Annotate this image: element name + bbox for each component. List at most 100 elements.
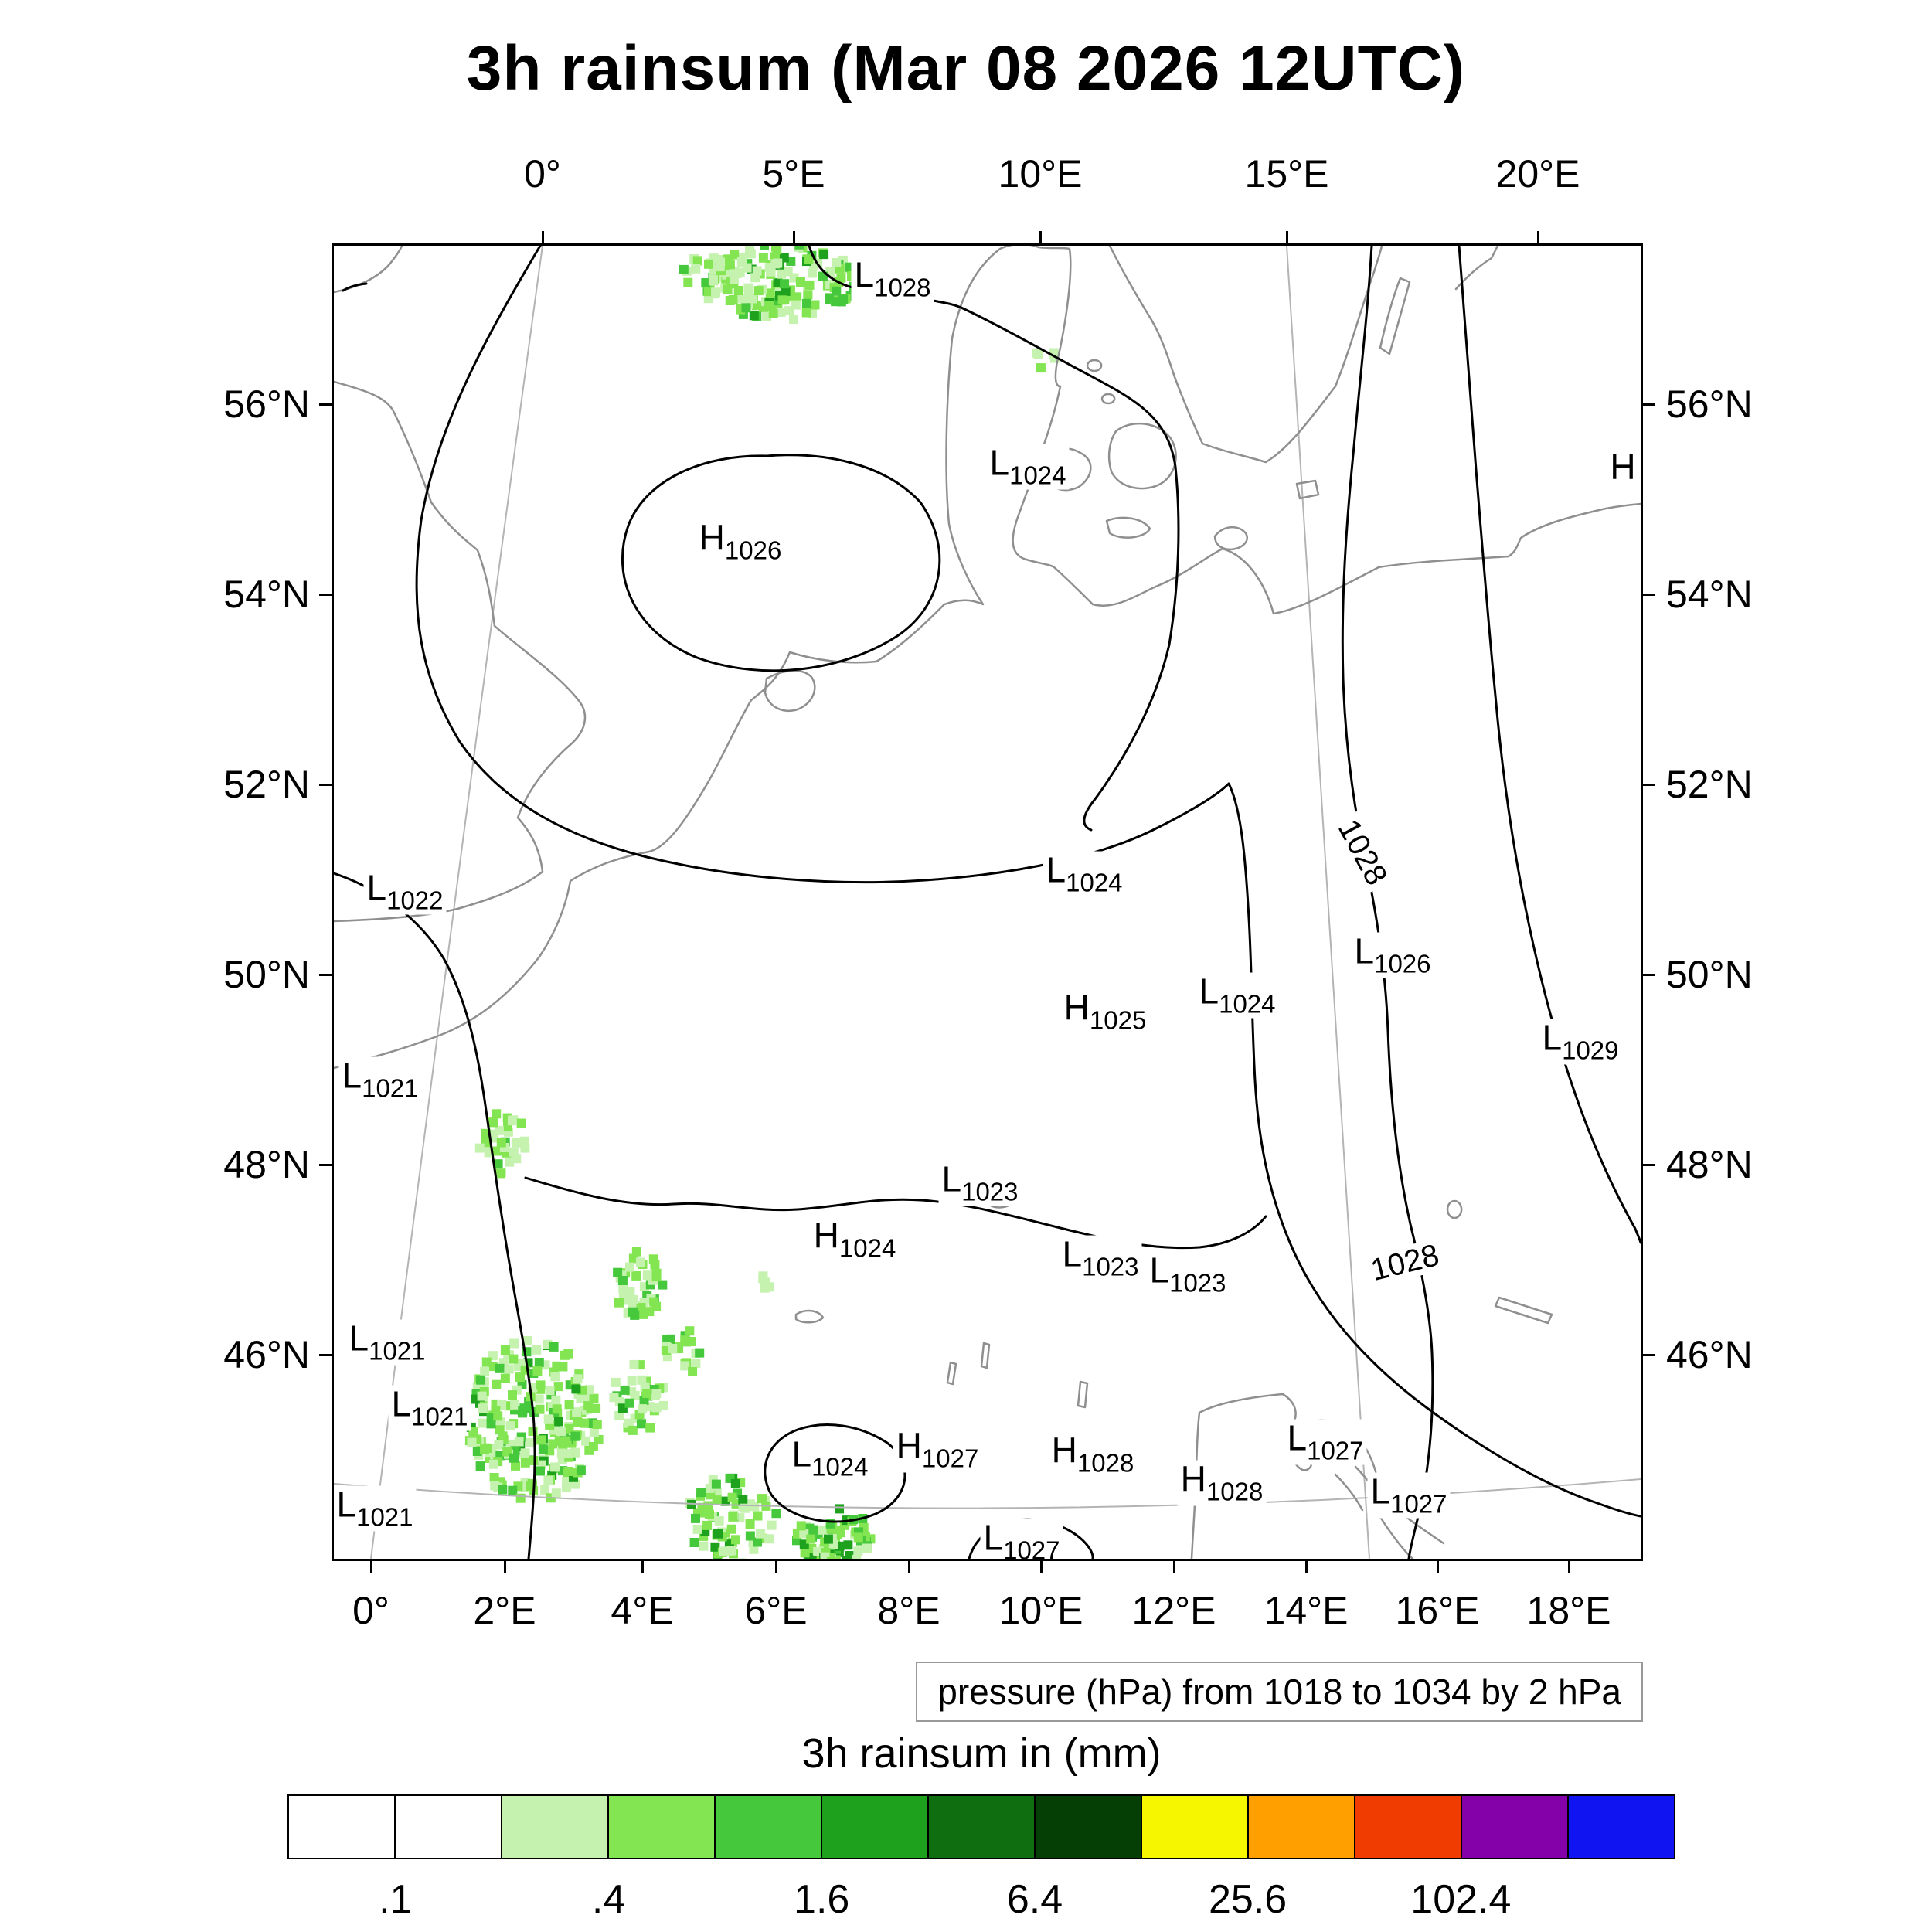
rain-cell [628, 1425, 638, 1435]
rain-cell [490, 1481, 500, 1491]
rain-cell [534, 1394, 544, 1404]
pressure-value: 1021 [411, 1402, 468, 1431]
rain-cell [756, 1529, 765, 1539]
pressure-value: 1028 [874, 273, 931, 302]
pressure-letter: H [813, 1215, 839, 1256]
pressure-letter: H [896, 1425, 922, 1466]
rain-cell [741, 303, 751, 313]
rain-cell [789, 315, 798, 325]
rain-cell [764, 1534, 774, 1544]
pressure-letter: H [1051, 1430, 1077, 1471]
rain-cell [801, 308, 811, 318]
colorbar-segment [502, 1796, 609, 1858]
rain-cell [692, 1524, 702, 1534]
rain-cell [570, 1431, 580, 1441]
rain-cell [862, 1543, 872, 1553]
rain-cell [771, 1509, 781, 1519]
rain-cell [495, 1363, 505, 1373]
rain-cell [467, 1437, 477, 1447]
rain-cell [586, 1403, 596, 1413]
top-axis-tick [792, 231, 795, 243]
rain-cell [853, 1532, 863, 1543]
rain-cell [496, 1138, 506, 1148]
rain-cell [749, 311, 759, 321]
rain-cell [550, 1372, 560, 1382]
rain-cell [476, 1375, 486, 1385]
pressure-contour-southwest [334, 872, 536, 1559]
rain-cell [826, 1556, 836, 1559]
right-axis-tick [1643, 783, 1655, 786]
rain-cell [683, 277, 693, 287]
pressure-letter: H [1063, 987, 1090, 1028]
rain-cell [594, 1434, 604, 1444]
rain-cell [680, 1335, 690, 1345]
rain-cell [737, 1558, 747, 1559]
rain-cell [794, 246, 804, 250]
pressure-value: 1025 [1089, 1005, 1147, 1035]
pressure-letter: L [366, 867, 387, 908]
top-axis-label: 15°E [1244, 152, 1329, 196]
rain-cell [807, 1555, 817, 1559]
pressure-value: 1023 [1082, 1252, 1139, 1281]
high-pressure-label: H1028 [1177, 1460, 1267, 1506]
rain-cell [560, 1350, 570, 1360]
rain-cell [832, 258, 842, 267]
rain-cell [685, 1326, 695, 1336]
rain-cell [545, 1386, 555, 1396]
rain-cell [817, 1525, 827, 1535]
right-axis-tick [1643, 593, 1655, 596]
low-pressure-label: L1028 [851, 256, 934, 302]
rain-cell [649, 1297, 659, 1307]
low-pressure-label: L1024 [788, 1435, 872, 1481]
rain-cell [658, 1280, 668, 1290]
colorbar-segment [1569, 1796, 1674, 1858]
rain-cell [495, 1168, 505, 1179]
rain-cell [760, 246, 769, 250]
rain-cell [500, 1345, 510, 1355]
bottom-axis-tick [907, 1561, 910, 1573]
pressure-label-layer: L1028 L1024 H1026 L1022 L1024 L1026 H1025 L1024… [334, 246, 1641, 1559]
rain-cell [738, 1495, 748, 1505]
rain-cell [764, 301, 774, 311]
rain-cell [489, 1473, 499, 1482]
rain-cell [710, 1542, 720, 1552]
colorbar-tick-label: 102.4 [1410, 1877, 1512, 1922]
right-axis-label: 54°N [1666, 573, 1753, 616]
pressure-letter: L [983, 1517, 1004, 1558]
rain-cell [777, 295, 787, 305]
rain-cell [773, 258, 783, 268]
rain-cell [534, 1358, 544, 1367]
rain-cell [800, 1548, 810, 1558]
colorbar-labels: .1 .4 1.6 6.4 25.6 102.4 [0, 1876, 1932, 1923]
rain-cell [589, 1393, 599, 1403]
low-pressure-label: L1029 [1539, 1019, 1622, 1065]
pressure-letter: L [1199, 971, 1219, 1012]
pressure-value: 1026 [1374, 949, 1431, 978]
rain-cell [563, 1449, 573, 1459]
pressure-value: 1029 [1562, 1036, 1619, 1065]
low-pressure-label: L1023 [1059, 1235, 1142, 1281]
pressure-letter: L [1370, 1471, 1391, 1512]
rain-cell [753, 1511, 763, 1521]
bottom-axis-tick [641, 1561, 644, 1573]
rain-cell [509, 1147, 519, 1157]
rain-cell [651, 1272, 662, 1282]
pressure-value: 1024 [811, 1452, 869, 1481]
rain-cell [522, 1335, 532, 1345]
left-axis-label: 54°N [223, 573, 310, 616]
rain-cell [819, 250, 829, 260]
rain-cell [709, 276, 718, 286]
rain-cell [505, 1421, 515, 1431]
rain-cell [572, 1407, 582, 1417]
rain-cell [500, 1373, 510, 1383]
pressure-contour-west [415, 246, 1641, 1518]
left-axis-tick [319, 973, 332, 976]
rain-cell [489, 1129, 499, 1139]
pressure-contour-small-loop [764, 1423, 906, 1523]
bottom-axis-label: 0° [352, 1589, 389, 1632]
rain-cell [730, 1478, 740, 1488]
top-axis-tick [1536, 231, 1539, 243]
low-pressure-label: L1022 [363, 867, 447, 915]
rain-cell [519, 1139, 529, 1149]
bottom-axis-tick [1172, 1561, 1175, 1573]
